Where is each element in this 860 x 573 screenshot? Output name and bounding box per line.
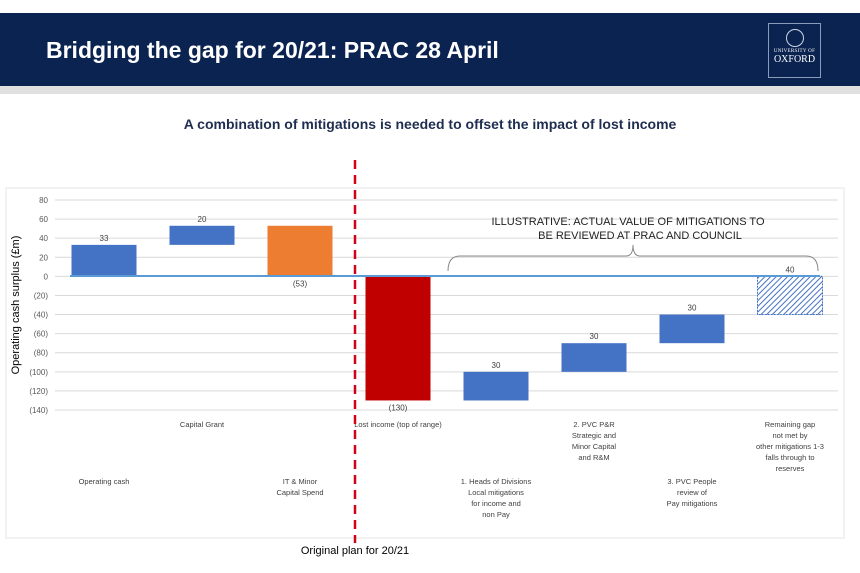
x-category-label: Strategic and: [572, 431, 616, 440]
data-label: 40: [786, 265, 795, 274]
y-axis-label: Operating cash surplus (£m): [10, 236, 22, 375]
x-category-label: Operating cash: [79, 477, 130, 486]
bar-3: [365, 276, 431, 401]
bar-0: [71, 244, 137, 277]
bar-6: [659, 314, 725, 344]
chart-frame: [5, 187, 845, 539]
x-category-label: review of: [677, 488, 708, 497]
bar-7: [757, 275, 823, 316]
bar-5: [561, 343, 627, 372]
x-category-label: Lost income (top of range): [354, 420, 442, 429]
original-plan-label: Original plan for 20/21: [300, 545, 410, 557]
x-category-label: Pay mitigations: [667, 499, 718, 508]
x-category-label: reserves: [776, 464, 805, 473]
y-tick-label: 80: [39, 196, 48, 205]
y-tick-label: (80): [34, 349, 49, 358]
y-tick-label: (20): [34, 291, 49, 300]
y-tick-label: (100): [29, 368, 48, 377]
y-tick-label: 40: [39, 234, 48, 243]
x-category-label: Capital Grant: [180, 420, 225, 429]
x-category-label: IT & Minor: [283, 477, 318, 486]
y-tick-label: (140): [29, 406, 48, 415]
data-label: 33: [100, 234, 109, 243]
x-category-label: Minor Capital: [572, 442, 617, 451]
crest-icon: [785, 29, 804, 47]
x-category-label: Remaining gap: [765, 420, 815, 429]
x-category-label: falls through to: [765, 453, 814, 462]
data-label: (53): [293, 279, 308, 288]
brace: [447, 244, 819, 272]
illustrative-note-line1: ILLUSTRATIVE: ACTUAL VALUE OF MITIGATION…: [491, 216, 764, 228]
data-label: 30: [492, 361, 501, 370]
x-category-label: 1. Heads of Divisions: [461, 477, 532, 486]
x-category-label: 2. PVC P&R: [573, 420, 615, 429]
x-category-label: non Pay: [482, 510, 510, 519]
data-label: 30: [590, 332, 599, 341]
x-category-label: Capital Spend: [276, 488, 323, 497]
y-tick-label: 20: [39, 253, 48, 262]
x-category-label: and R&M: [578, 453, 609, 462]
x-category-label: Local mitigations: [468, 488, 524, 497]
slide-title: Bridging the gap for 20/21: PRAC 28 Apri…: [46, 37, 499, 63]
x-category-label: 3. PVC People: [667, 477, 716, 486]
x-category-label: for income and: [471, 499, 521, 508]
y-tick-label: (40): [34, 311, 49, 320]
x-category-label: not met by: [772, 431, 807, 440]
y-tick-label: 60: [39, 215, 48, 224]
data-label: 20: [198, 215, 207, 224]
y-tick-label: (120): [29, 387, 48, 396]
header-bar: Bridging the gap for 20/21: PRAC 28 Apri…: [0, 13, 860, 86]
oxford-logo: UNIVERSITY OF OXFORD: [768, 23, 821, 78]
data-label: (130): [389, 403, 408, 412]
slide-subtitle: A combination of mitigations is needed t…: [183, 116, 677, 132]
y-tick-label: (60): [34, 330, 49, 339]
illustrative-note-line2: BE REVIEWED AT PRAC AND COUNCIL: [538, 230, 742, 242]
header-divider: [0, 86, 860, 94]
bar-4: [463, 371, 529, 401]
data-label: 30: [688, 304, 697, 313]
y-tick-label: 0: [44, 272, 49, 281]
bar-2: [267, 225, 333, 277]
bar-1: [169, 225, 235, 245]
x-category-label: other mitigations 1-3: [756, 442, 824, 451]
